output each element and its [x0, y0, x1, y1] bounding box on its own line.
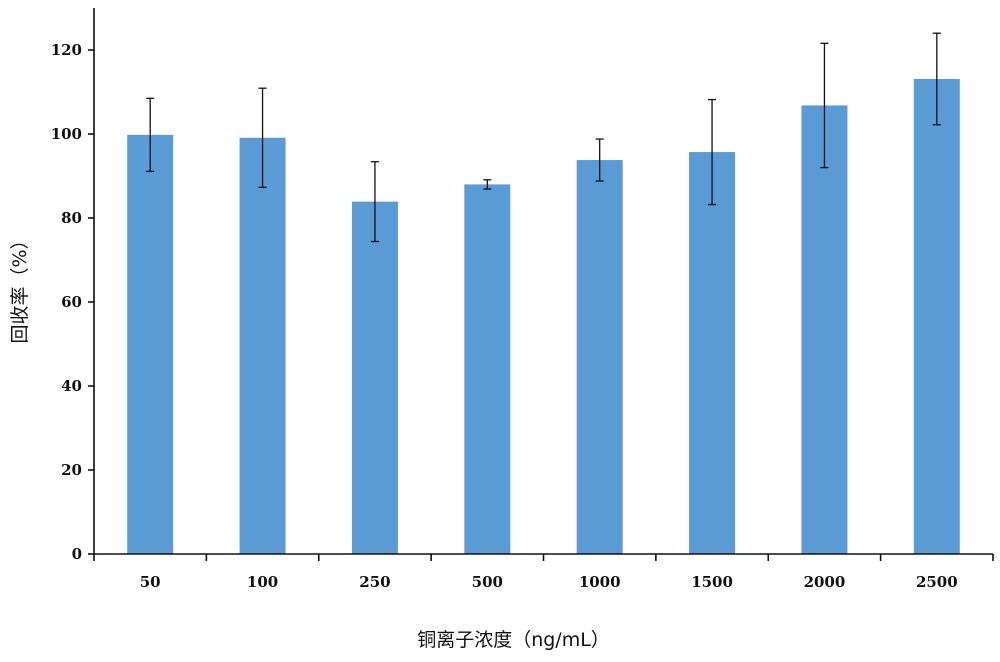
y-tick-label: 0: [72, 545, 82, 563]
bar: [689, 152, 736, 554]
bar: [464, 184, 511, 554]
error-bar: [820, 42, 829, 169]
error-bar: [932, 32, 941, 126]
error-bar: [370, 161, 379, 243]
y-tick-label: 20: [61, 461, 82, 479]
error-bar: [708, 98, 717, 206]
y-tick-label: 80: [61, 209, 82, 227]
x-tick-label: 1000: [579, 573, 621, 591]
bar: [351, 201, 398, 554]
error-bar: [483, 179, 492, 190]
y-tick-label: 100: [51, 125, 82, 143]
x-axis-title: 铜离子浓度（ng/mL）: [417, 629, 610, 651]
x-tick-label: 2000: [804, 573, 846, 591]
error-bar: [258, 87, 267, 188]
error-bar: [595, 138, 604, 182]
x-ticks-group: 50 100 250 500 1000 1500 2000 2500: [93, 554, 994, 591]
y-ticks-group: 0 20 40 60 80 100 120: [51, 41, 94, 563]
x-tick-label: 2500: [916, 573, 958, 591]
bar: [576, 160, 623, 555]
axes-group: [93, 8, 993, 555]
x-tick-label: 250: [359, 573, 390, 591]
bars-group: [127, 78, 960, 555]
x-tick-label: 50: [140, 573, 161, 591]
y-axis-title: 回收率（%）: [9, 230, 31, 343]
bar: [127, 134, 174, 554]
y-tick-label: 60: [61, 293, 82, 311]
bar: [239, 137, 286, 554]
y-tick-label: 40: [61, 377, 82, 395]
error-bar: [146, 97, 155, 173]
y-tick-label: 120: [51, 41, 82, 59]
x-tick-label: 100: [247, 573, 278, 591]
bar: [913, 78, 960, 554]
error-bars-group: [146, 32, 941, 243]
bar: [801, 105, 848, 554]
x-tick-label: 1500: [691, 573, 733, 591]
x-tick-label: 500: [472, 573, 503, 591]
